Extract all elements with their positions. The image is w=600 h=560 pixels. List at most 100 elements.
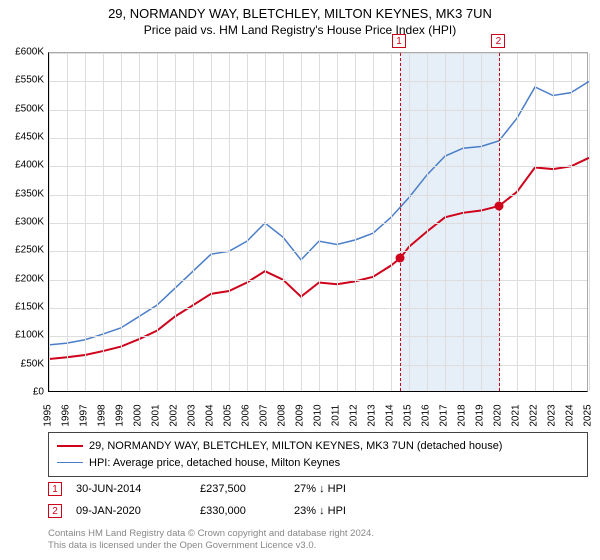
xtick-label: 2019 bbox=[475, 404, 486, 426]
gridline-v bbox=[319, 53, 320, 391]
ytick-label: £450K bbox=[15, 132, 44, 143]
xtick-label: 2015 bbox=[403, 404, 414, 426]
gridline-v bbox=[337, 53, 338, 391]
gridline-v bbox=[157, 53, 158, 391]
gridline-h bbox=[49, 138, 587, 139]
gridline-h bbox=[49, 280, 587, 281]
sale-row-diff: 27% ↓ HPI bbox=[294, 483, 384, 495]
ytick-label: £600K bbox=[15, 47, 44, 58]
gridline-v bbox=[265, 53, 266, 391]
sale-marker-box: 1 bbox=[392, 34, 406, 48]
xtick-label: 2020 bbox=[493, 404, 504, 426]
gridline-v bbox=[85, 53, 86, 391]
xtick-label: 2010 bbox=[313, 404, 324, 426]
sale-marker-box: 2 bbox=[491, 34, 505, 48]
xtick-label: 1999 bbox=[115, 404, 126, 426]
xtick-label: 2007 bbox=[259, 404, 270, 426]
gridline-h bbox=[49, 365, 587, 366]
sale-row-diff: 23% ↓ HPI bbox=[294, 505, 384, 517]
gridline-v bbox=[445, 53, 446, 391]
gridline-v bbox=[67, 53, 68, 391]
gridline-v bbox=[175, 53, 176, 391]
gridline-v bbox=[211, 53, 212, 391]
sale-row-date: 30-JUN-2014 bbox=[76, 483, 186, 495]
ytick-label: £500K bbox=[15, 103, 44, 114]
ytick-label: £400K bbox=[15, 160, 44, 171]
ytick-label: £250K bbox=[15, 245, 44, 256]
gridline-h bbox=[49, 53, 587, 54]
gridline-v bbox=[283, 53, 284, 391]
sale-dot bbox=[495, 202, 504, 211]
gridline-h bbox=[49, 336, 587, 337]
xtick-label: 2005 bbox=[223, 404, 234, 426]
gridline-h bbox=[49, 223, 587, 224]
sale-row: 2 09-JAN-2020 £330,000 23% ↓ HPI bbox=[48, 500, 588, 522]
ytick-label: £200K bbox=[15, 273, 44, 284]
footnote-line2: This data is licensed under the Open Gov… bbox=[48, 540, 374, 552]
xtick-label: 1998 bbox=[97, 404, 108, 426]
gridline-v bbox=[373, 53, 374, 391]
gridline-v bbox=[121, 53, 122, 391]
gridline-v bbox=[193, 53, 194, 391]
xtick-label: 2002 bbox=[169, 404, 180, 426]
gridline-v bbox=[553, 53, 554, 391]
legend-label-property: 29, NORMANDY WAY, BLETCHLEY, MILTON KEYN… bbox=[89, 438, 502, 455]
gridline-h bbox=[49, 251, 587, 252]
sale-dot bbox=[396, 254, 405, 263]
xtick-label: 2025 bbox=[583, 404, 594, 426]
xtick-label: 1997 bbox=[79, 404, 90, 426]
footnote: Contains HM Land Registry data © Crown c… bbox=[48, 528, 374, 553]
gridline-h bbox=[49, 195, 587, 196]
legend-row-property: 29, NORMANDY WAY, BLETCHLEY, MILTON KEYN… bbox=[57, 438, 579, 455]
ytick-label: £50K bbox=[21, 358, 44, 369]
ytick-label: £0 bbox=[33, 387, 44, 398]
gridline-v bbox=[427, 53, 428, 391]
gridline-v bbox=[589, 53, 590, 391]
gridline-v bbox=[391, 53, 392, 391]
sales-table: 130-JUN-2014£237,50027% ↓ HPI209-JAN-202… bbox=[48, 478, 588, 522]
gridline-v bbox=[481, 53, 482, 391]
gridline-v bbox=[301, 53, 302, 391]
xtick-label: 2014 bbox=[385, 404, 396, 426]
gridline-v bbox=[229, 53, 230, 391]
xtick-label: 2004 bbox=[205, 404, 216, 426]
ytick-label: £100K bbox=[15, 330, 44, 341]
gridline-v bbox=[517, 53, 518, 391]
gridline-v bbox=[355, 53, 356, 391]
xtick-label: 2021 bbox=[511, 404, 522, 426]
sale-marker-line bbox=[499, 53, 500, 391]
sale-row-num: 2 bbox=[48, 504, 62, 518]
chart-lines-svg bbox=[49, 53, 587, 391]
legend-box: 29, NORMANDY WAY, BLETCHLEY, MILTON KEYN… bbox=[48, 432, 588, 477]
xtick-label: 2016 bbox=[421, 404, 432, 426]
legend-label-hpi: HPI: Average price, detached house, Milt… bbox=[89, 455, 340, 472]
xtick-label: 2017 bbox=[439, 404, 450, 426]
xtick-label: 1995 bbox=[43, 404, 54, 426]
footnote-line1: Contains HM Land Registry data © Crown c… bbox=[48, 528, 374, 540]
ytick-label: £150K bbox=[15, 302, 44, 313]
sale-row-num: 1 bbox=[48, 482, 62, 496]
gridline-h bbox=[49, 166, 587, 167]
xtick-label: 2008 bbox=[277, 404, 288, 426]
xtick-label: 2023 bbox=[547, 404, 558, 426]
sale-row-date: 09-JAN-2020 bbox=[76, 505, 186, 517]
gridline-v bbox=[535, 53, 536, 391]
xtick-label: 2000 bbox=[133, 404, 144, 426]
legend-swatch-hpi bbox=[57, 462, 83, 463]
ytick-label: £300K bbox=[15, 217, 44, 228]
sale-row: 130-JUN-2014£237,50027% ↓ HPI bbox=[48, 478, 588, 500]
xtick-label: 2018 bbox=[457, 404, 468, 426]
xtick-label: 1996 bbox=[61, 404, 72, 426]
xtick-label: 2011 bbox=[331, 405, 342, 427]
xtick-label: 2009 bbox=[295, 404, 306, 426]
gridline-v bbox=[49, 53, 50, 391]
gridline-v bbox=[571, 53, 572, 391]
chart-container: 29, NORMANDY WAY, BLETCHLEY, MILTON KEYN… bbox=[0, 0, 600, 560]
sale-row-price: £330,000 bbox=[200, 505, 280, 517]
xtick-label: 2001 bbox=[151, 404, 162, 426]
xtick-label: 2022 bbox=[529, 404, 540, 426]
legend-row-hpi: HPI: Average price, detached house, Milt… bbox=[57, 455, 579, 472]
legend-swatch-property bbox=[57, 445, 83, 447]
gridline-v bbox=[463, 53, 464, 391]
gridline-h bbox=[49, 308, 587, 309]
